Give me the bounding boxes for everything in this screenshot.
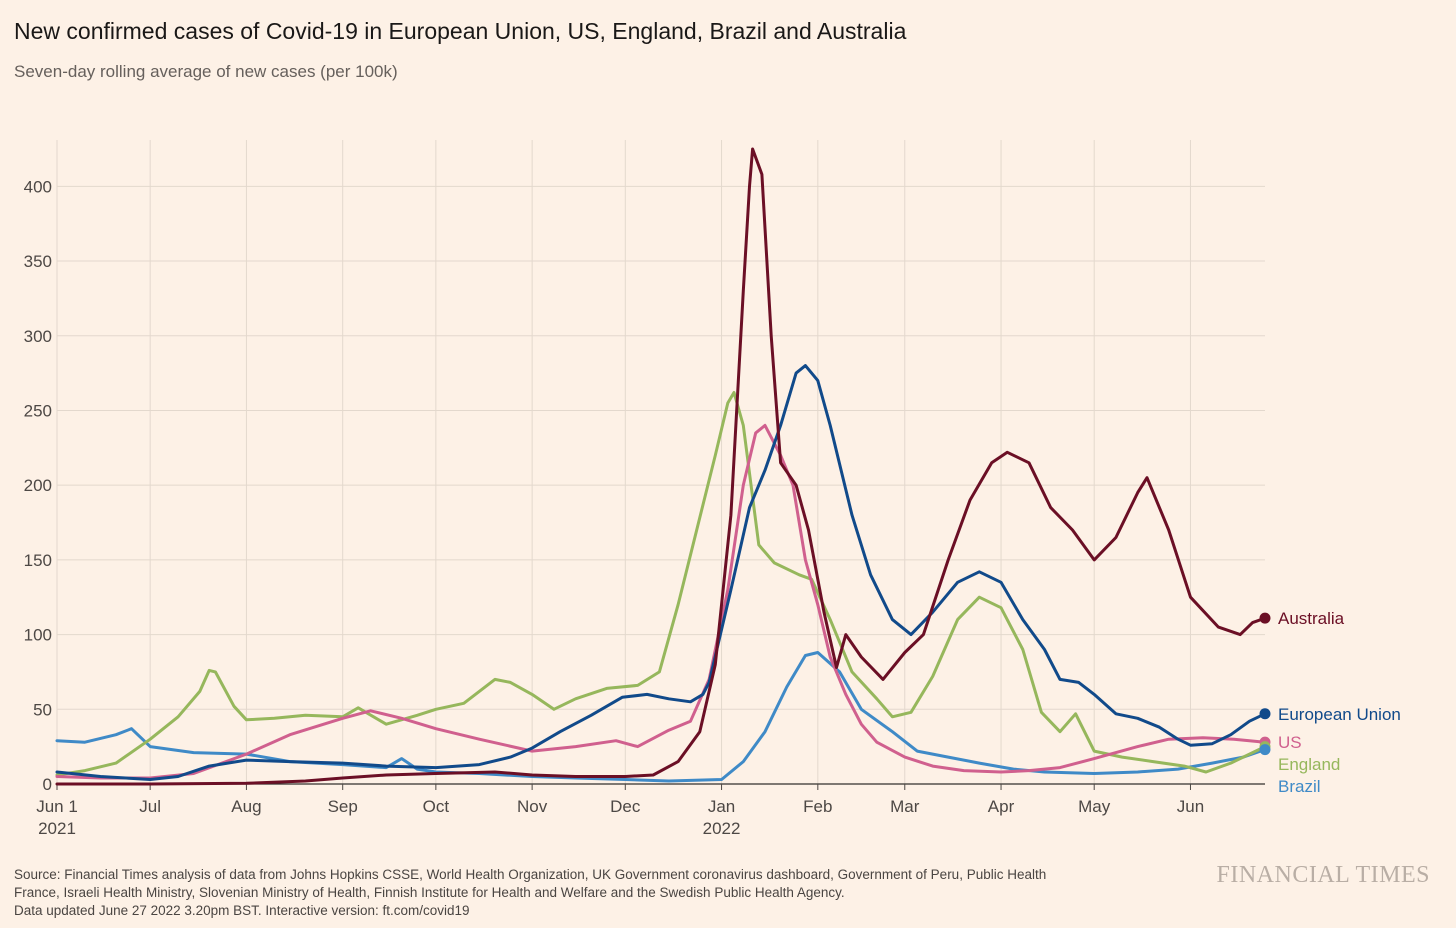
gridlines	[56, 140, 1265, 785]
source-line-1: Source: Financial Times analysis of data…	[14, 867, 1047, 882]
series-line-us	[55, 423, 1267, 780]
x-tick-label: Sep	[328, 797, 358, 816]
x-tick-label: Oct	[423, 797, 450, 816]
y-tick-label: 300	[24, 327, 52, 346]
series-label-brazil: Brazil	[1278, 777, 1321, 796]
chart-footer: Source: Financial Times analysis of data…	[14, 866, 1174, 920]
y-tick-label: 350	[24, 252, 52, 271]
x-tick-label: Jan	[708, 797, 735, 816]
series-label-england: England	[1278, 755, 1340, 774]
series-label-us: US	[1278, 733, 1302, 752]
y-tick-label: 200	[24, 476, 52, 495]
x-tick-label: Apr	[988, 797, 1015, 816]
series-line-european-union	[55, 364, 1267, 781]
chart-subtitle: Seven-day rolling average of new cases (…	[14, 62, 398, 81]
updated-line: Data updated June 27 2022 3.20pm BST. In…	[14, 903, 470, 918]
ft-logo: FINANCIAL TIMES	[1216, 862, 1430, 888]
y-tick-label: 100	[24, 626, 52, 645]
series-line-england	[55, 391, 1267, 777]
x-tick-label: Dec	[610, 797, 641, 816]
series-labels: European Union US England Brazil Australia	[1259, 609, 1401, 796]
x-tick-label: Aug	[231, 797, 261, 816]
y-tick-label: 50	[33, 700, 52, 719]
x-tick-label: Jul	[139, 797, 161, 816]
x-tick-label: Jun	[1177, 797, 1204, 816]
y-tick-label: 0	[43, 775, 52, 794]
x-tick-label: Jun 1	[36, 797, 78, 816]
series-end-dot-european-union	[1259, 708, 1271, 720]
y-tick-label: 150	[24, 551, 52, 570]
series-label-european-union: European Union	[1278, 705, 1401, 724]
series-label-australia: Australia	[1278, 609, 1345, 628]
x-tick-label: May	[1078, 797, 1111, 816]
x-tick-label: Nov	[517, 797, 548, 816]
y-tick-label: 400	[24, 177, 52, 196]
source-line-2: France, Israeli Health Ministry, Sloveni…	[14, 885, 845, 900]
series-end-dot-australia	[1259, 612, 1271, 624]
y-axis-ticks: 0 50 100 150 200 250 300 350 400	[24, 177, 52, 794]
x-tick-label: Mar	[890, 797, 920, 816]
y-tick-label: 250	[24, 401, 52, 420]
series-line-australia	[55, 147, 1267, 786]
line-chart: 0 50 100 150 200 250 300 350 400 Jun 1 2021 Jul Aug…	[24, 140, 1401, 838]
series-line-brazil	[55, 651, 1267, 783]
x-tick-year-label: 2021	[38, 819, 76, 838]
series-lines	[55, 147, 1267, 786]
x-tick-label: Feb	[803, 797, 832, 816]
chart-title: New confirmed cases of Covid-19 in Europ…	[14, 18, 907, 44]
x-axis-ticks: Jun 1 2021 Jul Aug Sep Oct Nov Dec Jan 2022 Feb Mar…	[36, 784, 1204, 838]
x-tick-year-label: 2022	[703, 819, 741, 838]
series-end-dot-brazil	[1259, 744, 1271, 756]
